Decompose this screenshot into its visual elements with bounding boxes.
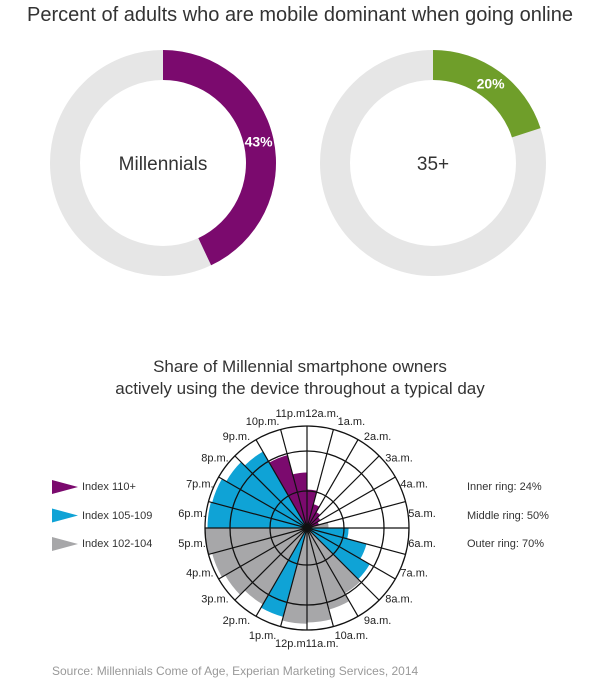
polar-spoke: [280, 429, 308, 529]
legend-marker-102-104: [52, 537, 78, 551]
polar-title: Share of Millennial smartphone owners ac…: [0, 356, 600, 400]
polar-bar-4p.m.: [212, 528, 307, 578]
polar-bar-9p.m.: [244, 451, 307, 528]
polar-bar-10a.m.: [307, 528, 350, 610]
polar-spoke: [255, 439, 308, 529]
donut-center-label: 35+: [417, 154, 449, 175]
polar-category-label: 5p.m.: [178, 538, 206, 550]
polar-bar-1p.m.: [261, 528, 307, 617]
polar-category-label: 3a.m.: [385, 452, 413, 464]
polar-category-label: 6a.m.: [408, 538, 436, 550]
polar-category-label: 11a.m.: [306, 638, 339, 650]
polar-bar-7p.m.: [212, 478, 307, 528]
polar-category-label: 5a.m.: [408, 508, 436, 520]
legend-marker-110+: [52, 480, 78, 494]
polar-title-line-2: actively using the device throughout a t…: [115, 379, 485, 398]
polar-bar-10p.m.: [269, 455, 307, 528]
polar-category-label: 6p.m.: [178, 508, 206, 520]
polar-bar-8p.m.: [226, 462, 307, 528]
polar-category-label: 8a.m.: [385, 594, 413, 606]
polar-category-label: 12p.m.: [275, 638, 309, 650]
legend-label-102: Index 102-104: [82, 538, 153, 550]
donut-title: Percent of adults who are mobile dominan…: [27, 4, 573, 26]
polar-bar-3p.m.: [225, 528, 307, 595]
legend-label-110: Index 110+: [82, 481, 136, 493]
polar-spoke: [234, 527, 308, 601]
polar-category-label: 9a.m.: [364, 615, 392, 627]
polar-bar-9a.m.: [307, 528, 361, 594]
donut-value-label: 43%: [245, 134, 274, 150]
donut-value-label: 20%: [477, 76, 506, 92]
donut-center-label: Millennials: [119, 154, 208, 175]
polar-category-label: 7p.m.: [186, 479, 214, 491]
polar-spoke: [306, 476, 396, 529]
ring-label-outer: Outer ring: 70%: [467, 538, 545, 550]
polar-category-label: 8p.m.: [201, 452, 229, 464]
polar-category-label: 3p.m.: [201, 594, 229, 606]
polar-spoke: [306, 527, 334, 627]
polar-title-line-1: Share of Millennial smartphone owners: [153, 357, 447, 376]
polar-spoke: [306, 429, 334, 529]
polar-center-dot: [303, 524, 311, 532]
polar-category-label: 10a.m.: [335, 630, 369, 642]
polar-spoke: [208, 527, 308, 555]
legend-marker-105-109: [52, 508, 78, 523]
polar-spoke: [218, 476, 308, 529]
polar-spoke: [306, 527, 406, 555]
polar-spoke: [306, 527, 380, 601]
polar-category-label: 4p.m.: [186, 567, 214, 579]
polar-spoke: [306, 455, 380, 529]
ring-label-middle: Middle ring: 50%: [467, 510, 549, 522]
polar-category-label: 12a.m.: [305, 408, 339, 420]
polar-category-label: 11p.m.: [275, 408, 308, 420]
polar-category-label: 7a.m.: [400, 567, 428, 579]
polar-spoke: [218, 527, 308, 580]
polar-category-label: 2a.m.: [364, 431, 392, 443]
source-note: Source: Millennials Come of Age, Experia…: [52, 664, 419, 678]
polar-spoke: [306, 439, 359, 529]
polar-spoke: [208, 501, 308, 529]
polar-spoke: [306, 501, 406, 529]
polar-category-label: 1p.m.: [249, 630, 277, 642]
polar-bar-7a.m.: [307, 528, 367, 559]
polar-category-label: 9p.m.: [223, 431, 251, 443]
polar-category-label: 1a.m.: [338, 416, 366, 428]
polar-category-label: 4a.m.: [400, 479, 428, 491]
polar-spoke: [306, 527, 359, 617]
donut-segment: [433, 50, 541, 138]
polar-bar-8a.m.: [307, 528, 370, 580]
polar-bar-2p.m.: [244, 528, 307, 605]
ring-label-inner: Inner ring: 24%: [467, 481, 542, 493]
polar-spoke: [280, 527, 308, 627]
donut-segment: [163, 50, 276, 266]
polar-spoke: [306, 527, 396, 580]
polar-category-label: 2p.m.: [223, 615, 251, 627]
polar-category-label: 10p.m.: [246, 416, 280, 428]
polar-spoke: [234, 455, 308, 529]
legend-label-105: Index 105-109: [82, 510, 153, 522]
polar-spoke: [255, 527, 308, 617]
